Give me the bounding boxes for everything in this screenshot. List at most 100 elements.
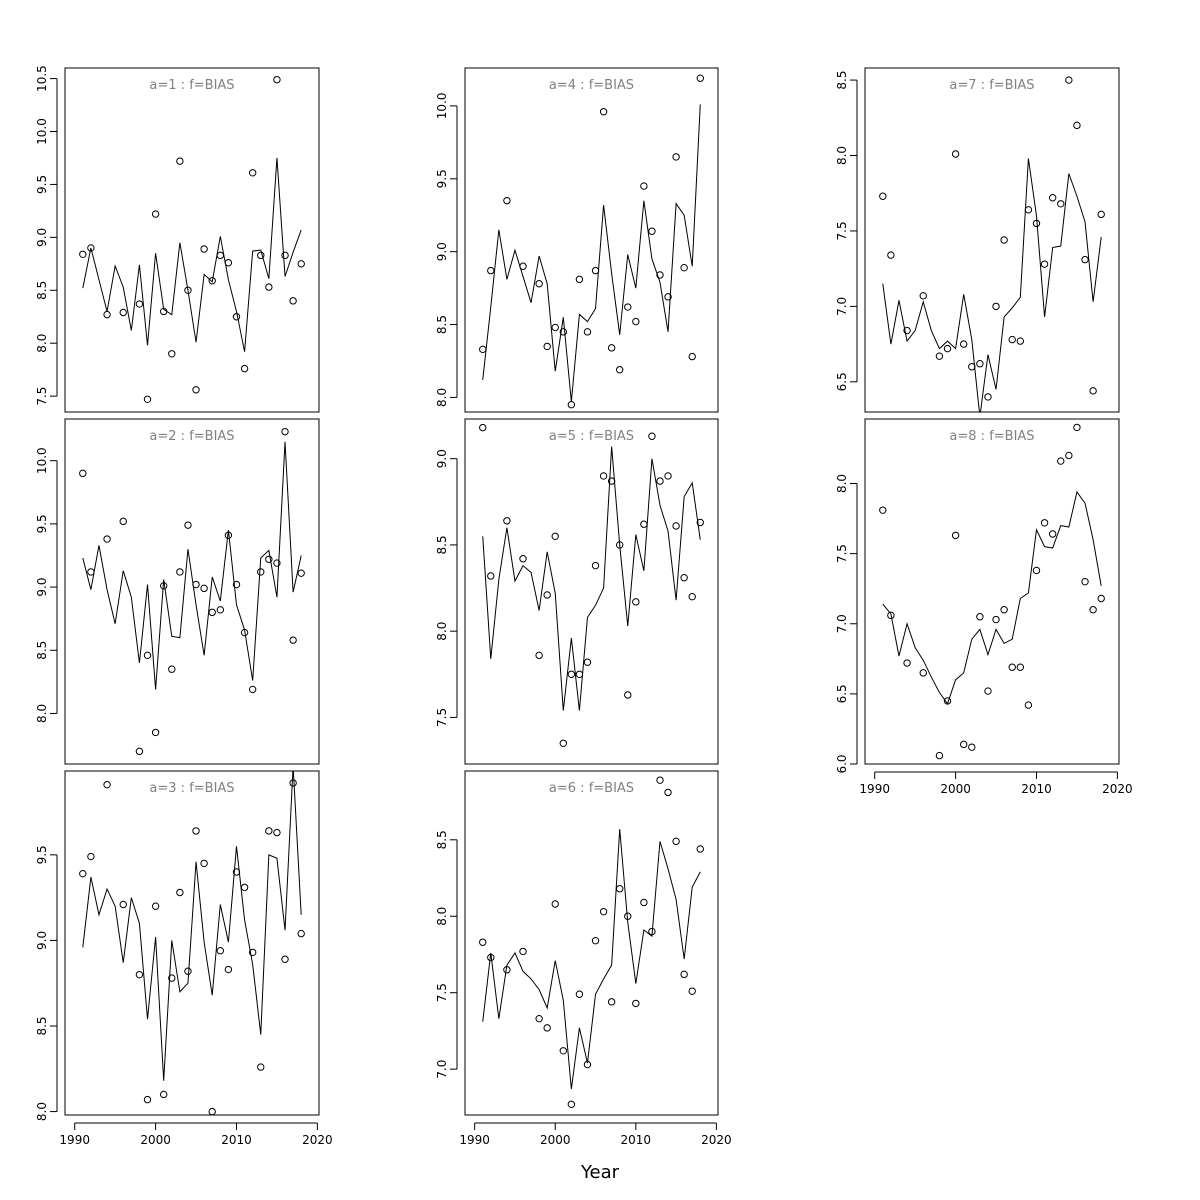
observed-point	[184, 521, 192, 529]
observed-point	[887, 251, 895, 259]
observed-point	[184, 286, 192, 294]
observed-point	[1048, 194, 1057, 202]
observed-point	[959, 340, 968, 348]
plot-frame	[464, 770, 719, 1116]
observed-point	[640, 520, 648, 528]
panel-title: a=1 : f=BIAS	[149, 78, 234, 93]
x-tick-label: 2000	[140, 1133, 171, 1147]
observed-point	[1000, 236, 1008, 244]
observed-point	[543, 591, 551, 599]
observed-point	[559, 739, 567, 747]
observed-point	[281, 251, 289, 260]
y-tick-label: 8.0	[35, 334, 49, 353]
fitted-line	[482, 446, 701, 711]
observed-point	[176, 568, 184, 576]
x-tick-label: 1990	[859, 782, 890, 796]
observed-point	[519, 555, 527, 563]
observed-point	[551, 323, 559, 332]
observed-point	[575, 275, 584, 284]
plot-frame	[64, 67, 320, 413]
panel-a1: a=1 : f=BIAS 7.5 8.0 8.5 9.0 9.5 10.0 10.5	[35, 65, 320, 413]
observed-point	[248, 948, 257, 957]
observed-point	[87, 852, 95, 861]
observed-point	[257, 1063, 265, 1071]
x-tick-label: 2020	[302, 1133, 333, 1147]
observed-point	[696, 518, 704, 527]
observed-point	[143, 395, 152, 403]
y-tick-label: 8.5	[435, 315, 449, 334]
observed-point	[919, 669, 927, 677]
observed-point	[503, 196, 511, 205]
observed-point	[951, 531, 960, 540]
observed-point	[656, 776, 664, 784]
observed-point	[968, 363, 976, 371]
observed-point	[487, 572, 495, 580]
observed-point	[1073, 423, 1081, 432]
observed-point	[535, 651, 543, 660]
y-tick-label: 7.5	[835, 544, 849, 563]
plot-frame	[464, 67, 719, 413]
observed-point	[591, 561, 600, 570]
plot-area	[479, 776, 704, 1109]
observed-point	[1000, 606, 1008, 614]
observed-point	[240, 364, 249, 373]
panel-a7: a=7 : f=BIAS 6.5 7.0 7.5 8.0 8.5	[835, 67, 1120, 413]
observed-point	[87, 568, 95, 576]
observed-point	[640, 898, 648, 907]
observed-point	[1016, 663, 1025, 671]
observed-point	[632, 317, 640, 326]
observed-point	[216, 251, 225, 260]
observed-point	[79, 869, 87, 878]
observed-point	[240, 628, 249, 637]
observed-point	[224, 965, 233, 974]
fitted-line	[82, 771, 302, 1081]
panel-a5: a=5 : f=BIAS 7.5 8.0 8.5 9.0	[435, 418, 719, 765]
observed-point	[1089, 606, 1097, 614]
fitted-line	[882, 158, 1102, 412]
observed-point	[224, 531, 233, 539]
observed-point	[616, 541, 624, 549]
panel-title: a=7 : f=BIAS	[949, 78, 1034, 93]
observed-point	[503, 517, 511, 525]
observed-point	[688, 987, 696, 995]
observed-point	[624, 912, 632, 920]
observed-point	[591, 266, 600, 275]
fitted-line	[482, 829, 701, 1090]
observed-point	[248, 685, 257, 694]
observed-point	[640, 182, 648, 190]
observed-point	[487, 266, 495, 275]
observed-point	[273, 75, 281, 84]
observed-point	[479, 345, 487, 354]
y-tick-label: 6.0	[835, 754, 849, 773]
observed-point	[599, 472, 608, 480]
panel-title: a=3 : f=BIAS	[149, 781, 234, 796]
plot-frame	[864, 418, 1120, 765]
observed-point	[273, 828, 281, 837]
observed-point	[672, 522, 680, 530]
y-tick-label: 10.5	[35, 65, 49, 92]
panels: a=1 : f=BIAS 7.5 8.0 8.5 9.0 9.5 10.0 10.5 a=2 :…	[35, 65, 1133, 1147]
observed-point	[168, 665, 176, 673]
observed-point	[487, 953, 495, 962]
observed-point	[208, 608, 216, 617]
observed-point	[265, 555, 273, 563]
observed-point	[232, 868, 241, 876]
observed-point	[992, 615, 1000, 624]
observed-point	[535, 1014, 543, 1023]
observed-point	[648, 927, 656, 936]
observed-point	[289, 297, 297, 305]
observed-point	[624, 691, 632, 699]
x-tick-label: 2010	[221, 1133, 252, 1147]
observed-point	[184, 967, 192, 975]
observed-point	[551, 532, 559, 540]
observed-point	[935, 751, 944, 760]
observed-point	[903, 326, 911, 335]
observed-point	[176, 888, 184, 897]
observed-point	[168, 974, 176, 982]
observed-point	[479, 423, 487, 432]
observed-point	[1008, 335, 1016, 344]
observed-point	[119, 308, 127, 317]
observed-point	[616, 366, 624, 374]
observed-point	[672, 153, 680, 161]
